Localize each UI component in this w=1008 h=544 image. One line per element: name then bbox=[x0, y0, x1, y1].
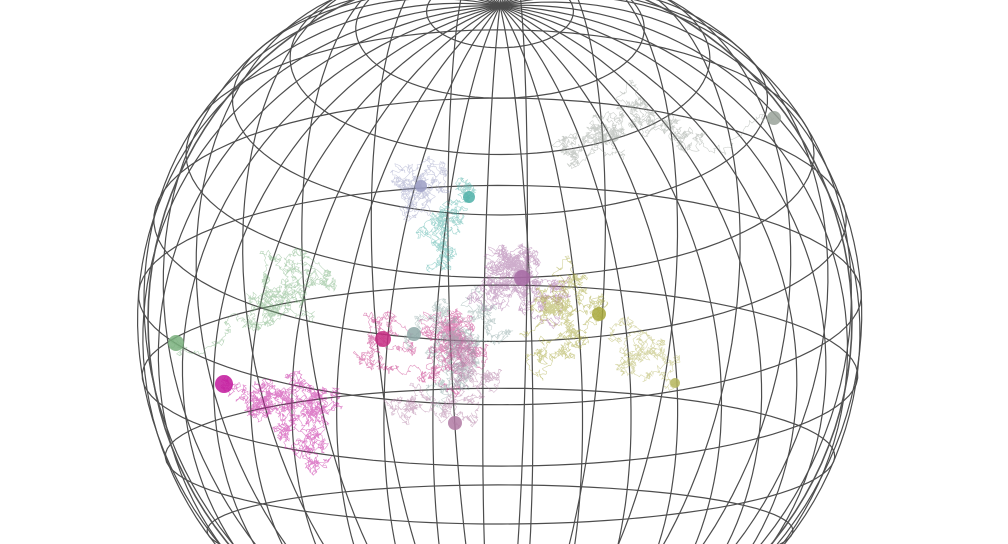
longitude-line bbox=[301, 0, 501, 544]
random-walk-trail-p2 bbox=[352, 308, 489, 398]
random-walk-trail-p6 bbox=[519, 255, 609, 381]
longitude-line bbox=[195, 0, 501, 544]
longitude-line bbox=[499, 5, 848, 544]
longitude-line bbox=[499, 0, 607, 544]
longitude-line bbox=[162, 0, 501, 544]
particle-p4 bbox=[168, 335, 184, 351]
random-walk-trail-p7 bbox=[607, 316, 681, 391]
sphere-wireframe bbox=[136, 0, 863, 544]
longitude-line bbox=[482, 5, 501, 544]
longitude-line bbox=[212, 5, 501, 544]
longitude-line bbox=[499, 1, 863, 544]
longitude-line bbox=[499, 0, 829, 544]
particle-p11 bbox=[767, 111, 781, 125]
longitude-line bbox=[499, 5, 723, 544]
particle-p2 bbox=[375, 331, 391, 347]
longitude-line bbox=[499, 5, 584, 544]
longitude-line bbox=[499, 0, 741, 544]
particle-p3 bbox=[407, 327, 421, 341]
particle-p8 bbox=[448, 416, 462, 430]
longitude-line bbox=[157, 5, 501, 544]
particle-p10 bbox=[463, 191, 475, 203]
longitude-line bbox=[499, 5, 534, 544]
longitude-line bbox=[499, 5, 679, 544]
longitude-line bbox=[499, 0, 528, 544]
particle-markers bbox=[168, 111, 781, 430]
longitude-line bbox=[291, 5, 501, 544]
random-walk-trail-p9 bbox=[390, 155, 451, 222]
longitude-line bbox=[143, 0, 501, 544]
random-walk-trail-p3 bbox=[404, 285, 514, 412]
random-walk-trail-p4 bbox=[171, 246, 337, 356]
longitude-line bbox=[499, 5, 827, 544]
random-walk-trail-p1 bbox=[220, 369, 343, 476]
random-walk-trails bbox=[171, 79, 775, 476]
longitude-line bbox=[499, 0, 792, 544]
longitude-line bbox=[136, 2, 501, 544]
particle-p9 bbox=[415, 180, 427, 192]
longitude-line bbox=[499, 5, 763, 544]
longitude-line bbox=[383, 5, 501, 544]
particle-p5 bbox=[514, 270, 530, 286]
longitude-line bbox=[142, 5, 501, 544]
longitude-line bbox=[499, 5, 632, 544]
longitude-line bbox=[499, 4, 861, 544]
latitude-line bbox=[206, 484, 794, 544]
latitude-line bbox=[289, 0, 711, 156]
longitude-line bbox=[499, 0, 853, 544]
longitude-line bbox=[370, 0, 501, 544]
latitude-line bbox=[141, 284, 859, 467]
longitude-line bbox=[499, 5, 798, 544]
random-walk-trail-p11 bbox=[551, 79, 775, 169]
particle-p1 bbox=[215, 375, 233, 393]
random-walk-trail-p8 bbox=[383, 332, 503, 428]
particle-p7 bbox=[670, 378, 680, 388]
sphere-outline bbox=[147, 0, 853, 544]
longitude-line bbox=[336, 5, 501, 544]
longitude-line bbox=[249, 5, 501, 544]
longitude-line bbox=[242, 0, 501, 544]
longitude-line bbox=[447, 0, 501, 544]
particle-p6 bbox=[592, 307, 606, 321]
